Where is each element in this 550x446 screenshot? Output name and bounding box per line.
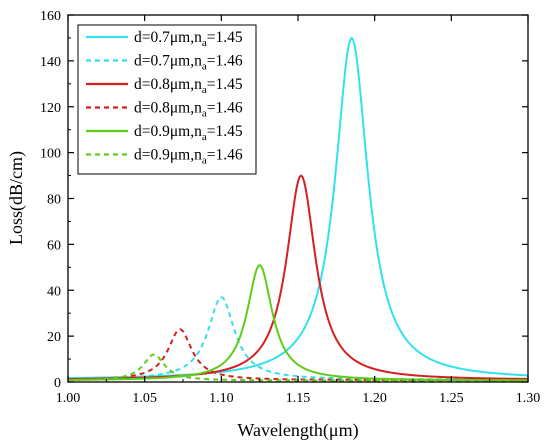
y-tick-label: 0 bbox=[54, 376, 61, 391]
x-tick-label: 1.05 bbox=[132, 391, 157, 406]
y-axis: 0 20 40 60 80 100 120 140 160 bbox=[40, 9, 528, 391]
y-tick-label: 40 bbox=[47, 284, 61, 299]
y-tick-label: 20 bbox=[47, 330, 61, 345]
y-tick-label: 100 bbox=[40, 147, 61, 162]
x-tick-label: 1.15 bbox=[286, 391, 311, 406]
y-tick-label: 60 bbox=[47, 238, 61, 253]
x-tick-label: 1.25 bbox=[439, 391, 464, 406]
x-tick-label: 1.10 bbox=[209, 391, 234, 406]
y-tick-label: 160 bbox=[40, 9, 61, 24]
y-tick-label: 80 bbox=[47, 193, 61, 208]
y-tick-label: 120 bbox=[40, 101, 61, 116]
x-tick-label: 1.30 bbox=[516, 391, 541, 406]
legend-label-2: d=0.7μm,na=1.46 bbox=[134, 53, 243, 73]
legend: d=0.7μm,na=1.45 d=0.7μm,na=1.46 d=0.8μm,na… bbox=[77, 24, 257, 175]
x-tick-label: 1.00 bbox=[56, 391, 81, 406]
x-axis: 1.00 1.05 1.10 1.15 1.20 1.25 1.30 bbox=[56, 15, 541, 406]
y-tick-label: 140 bbox=[40, 55, 61, 70]
legend-box bbox=[77, 24, 257, 175]
legend-label-1: d=0.7μm,na=1.45 bbox=[134, 29, 243, 49]
y-axis-title: Loss(dB/cm) bbox=[6, 151, 27, 245]
x-tick-label: 1.20 bbox=[362, 391, 387, 406]
legend-label-5: d=0.9μm,na=1.45 bbox=[134, 123, 243, 143]
legend-label-6: d=0.9μm,na=1.46 bbox=[134, 147, 243, 167]
legend-label-3: d=0.8μm,na=1.45 bbox=[134, 76, 243, 96]
legend-label-4: d=0.8μm,na=1.46 bbox=[134, 100, 243, 120]
x-axis-title: Wavelength(μm) bbox=[237, 420, 358, 441]
